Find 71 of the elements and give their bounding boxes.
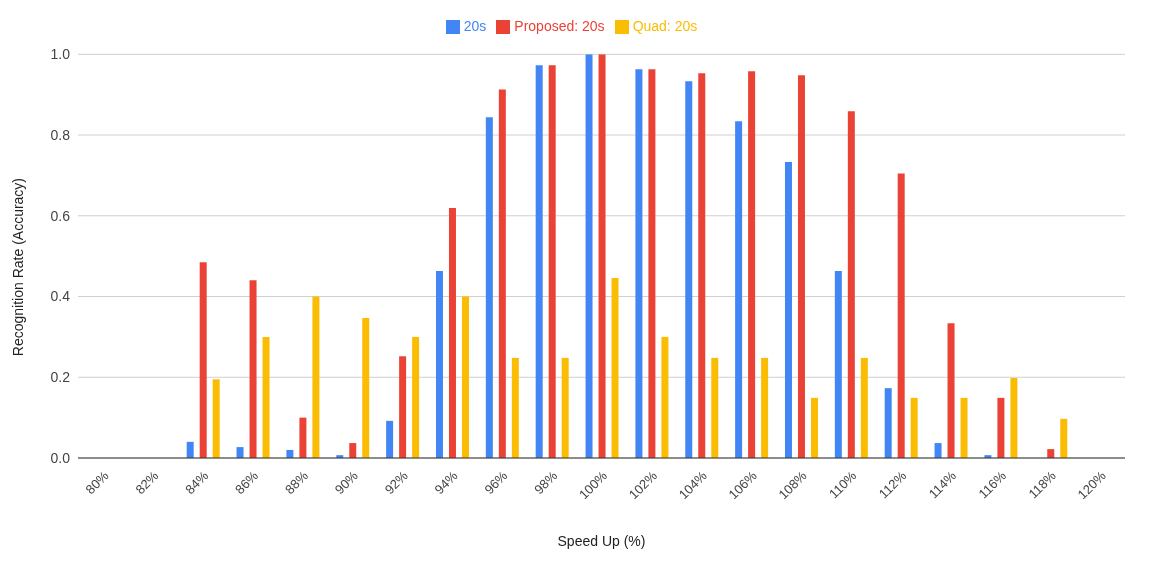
bar: [910, 397, 918, 458]
bar: [661, 336, 669, 458]
bar: [685, 81, 693, 458]
bar: [535, 65, 543, 458]
x-tick-label: 84%: [182, 467, 212, 498]
legend-label: Quad: 20s: [632, 18, 698, 34]
bar: [435, 271, 443, 458]
bar: [748, 71, 756, 458]
bar: [386, 420, 394, 458]
bar: [598, 54, 606, 458]
bar: [362, 317, 370, 458]
bar: [797, 75, 805, 458]
x-tick-label: 98%: [531, 467, 561, 498]
bar: [761, 357, 769, 458]
bar: [1047, 449, 1055, 458]
bar: [698, 73, 706, 458]
bar: [711, 357, 719, 458]
x-tick-label: 92%: [381, 467, 412, 498]
x-axis-title: Speed Up (%): [557, 533, 646, 549]
bar: [1060, 418, 1068, 458]
bar: [735, 121, 743, 458]
bar: [884, 388, 892, 458]
y-tick-label: 0.0: [50, 449, 71, 466]
bar: [784, 162, 792, 458]
bar: [897, 173, 905, 458]
bar: [236, 447, 244, 458]
y-tick-label: 1.0: [50, 46, 71, 63]
bar: [960, 397, 968, 458]
bar: [860, 357, 868, 458]
bar: [511, 357, 519, 458]
bar: [810, 397, 818, 458]
bar: [349, 443, 357, 458]
bar: [934, 443, 942, 458]
bar: [199, 262, 207, 458]
bar: [212, 379, 220, 458]
x-tick-label: 86%: [232, 467, 262, 498]
x-tick-label: 90%: [331, 467, 362, 498]
y-tick-label: 0.6: [50, 207, 71, 224]
x-tick-label: 80%: [82, 467, 112, 498]
bar: [947, 323, 955, 458]
x-tick-label: 96%: [481, 467, 511, 498]
bar: [585, 54, 593, 458]
x-tick-label: 82%: [132, 467, 162, 498]
bar: [412, 336, 420, 458]
y-tick-label: 0.8: [50, 127, 71, 144]
bar: [299, 417, 307, 458]
bar: [561, 357, 569, 458]
bar: [548, 65, 556, 458]
bar: [461, 296, 469, 458]
x-tick-label: 88%: [281, 467, 312, 498]
y-tick-label: 0.2: [50, 369, 71, 386]
bar: [498, 89, 506, 458]
bar: [186, 441, 194, 458]
bar: [249, 280, 257, 458]
bar: [312, 296, 320, 458]
bar: [635, 69, 643, 458]
bar: [399, 356, 407, 458]
bar: [997, 397, 1005, 458]
y-axis-title: Recognition Rate (Accuracy): [9, 177, 26, 357]
bar: [1010, 378, 1018, 458]
bar: [611, 277, 619, 458]
bar: [648, 69, 656, 458]
bar: [448, 208, 456, 458]
legend-label: 20s: [463, 18, 487, 34]
x-tick-label: 94%: [431, 467, 461, 498]
y-tick-label: 0.4: [50, 288, 71, 305]
bar: [834, 271, 842, 458]
legend-label: Proposed: 20s: [514, 18, 605, 34]
bar: [847, 111, 855, 458]
bar: [485, 117, 493, 458]
bar: [262, 336, 270, 458]
